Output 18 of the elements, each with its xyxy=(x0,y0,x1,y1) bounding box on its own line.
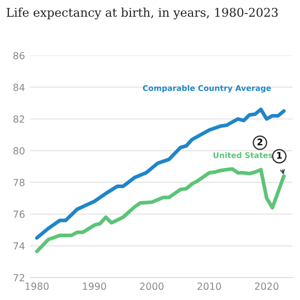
x-tick-label: 2000 xyxy=(140,282,164,290)
y-tick-label: 84 xyxy=(13,84,25,92)
x-tick-label: 2010 xyxy=(198,282,221,290)
y-tick-label: 72 xyxy=(14,274,24,282)
y-tick-label: 82 xyxy=(13,115,24,123)
y-tick-label: 74 xyxy=(14,242,25,250)
line-series xyxy=(35,167,286,254)
y-tick-label: 76 xyxy=(14,210,25,218)
annotation: 2 xyxy=(258,138,262,146)
chart-title: Life expectancy at birth, in years, 1980-2023 xyxy=(6,8,278,20)
y-tick-label: 86 xyxy=(13,52,25,60)
annotation: 1 xyxy=(277,152,282,159)
x-tick-label: 2020 xyxy=(254,282,278,290)
y-tick-label: 80 xyxy=(13,147,24,154)
y-tick-label: 78 xyxy=(14,178,24,186)
line-series xyxy=(35,108,286,240)
x-tick-label: 1990 xyxy=(83,282,106,290)
x-tick-label: 1980 xyxy=(26,282,49,290)
